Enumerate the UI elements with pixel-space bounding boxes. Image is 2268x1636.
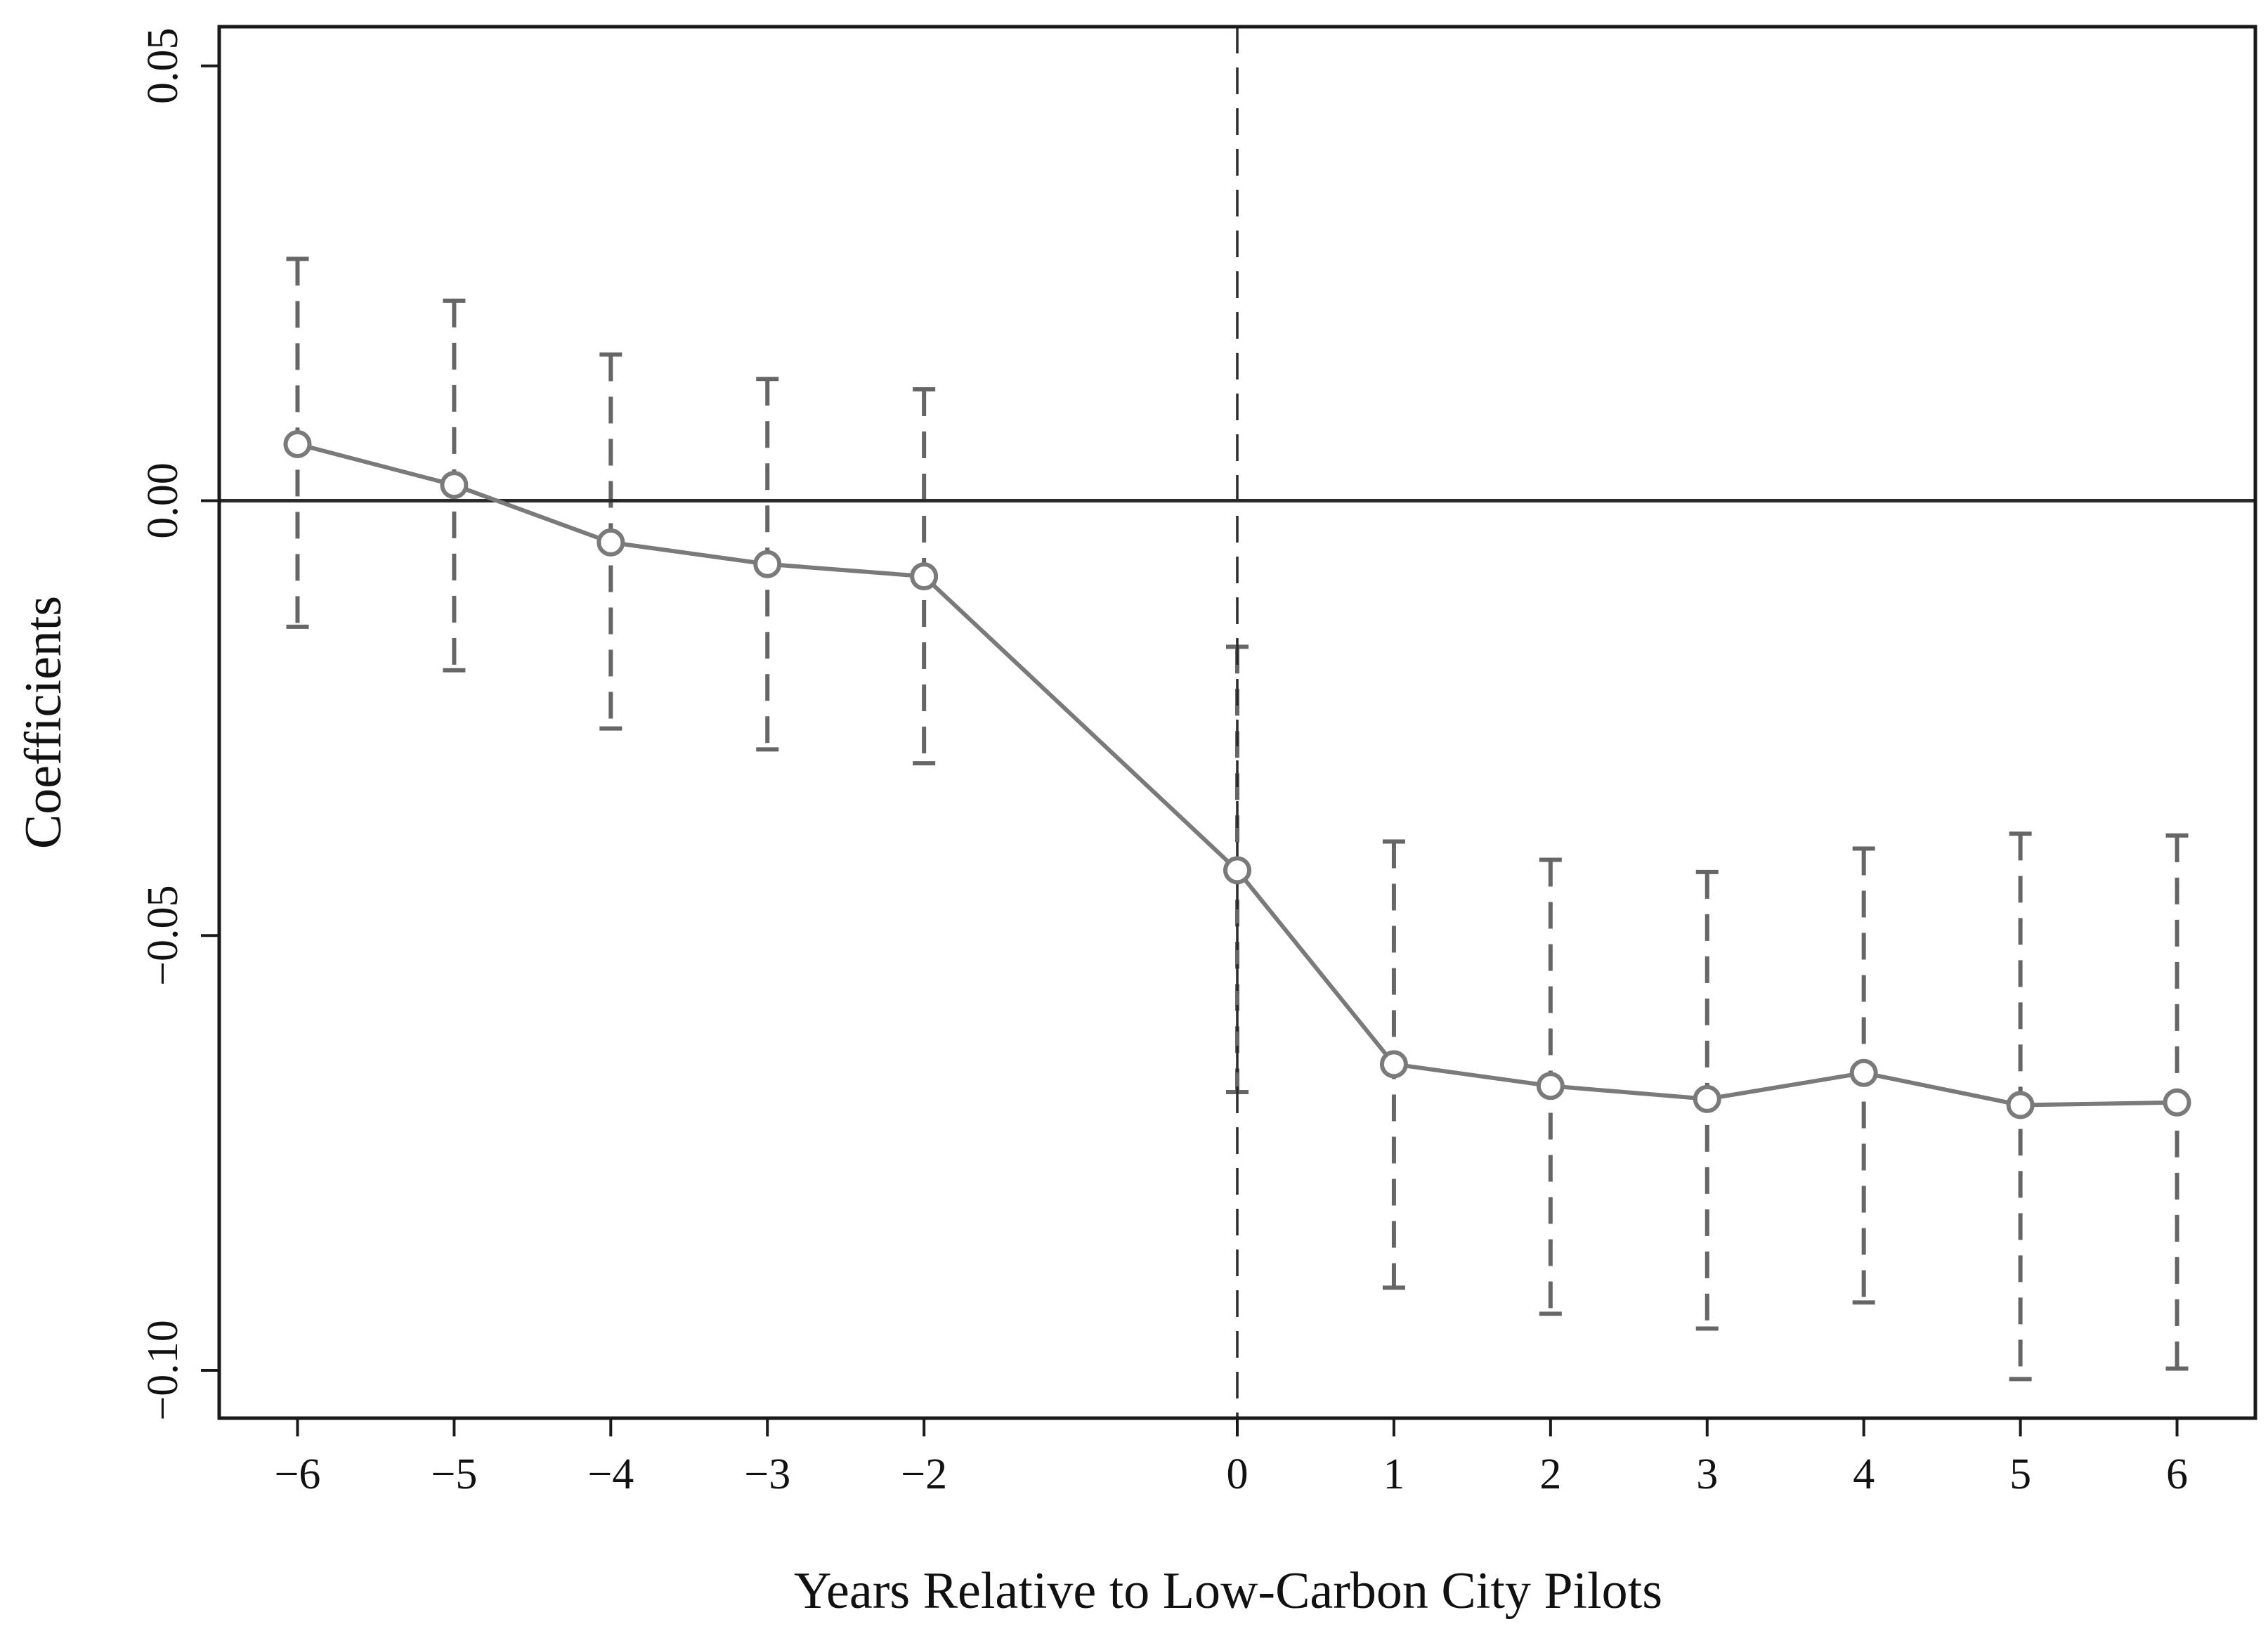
- coefficient-point: [1849, 1058, 1878, 1087]
- axes: −6 −5 −4 −3 −2 0 1 2 3 4 5 6 0.05 0.00 −0.05 −0.10: [139, 27, 2188, 1498]
- coefficient-point: [597, 528, 625, 557]
- coefficient-point: [1693, 1084, 1721, 1113]
- coefficient-line: [296, 442, 2177, 1108]
- coefficient-point: [283, 430, 312, 458]
- y-tick-label: −0.05: [139, 885, 187, 985]
- coefficient-point: [2163, 1088, 2191, 1117]
- coefficient-point: [440, 471, 469, 500]
- x-tick-label: 5: [2009, 1450, 2031, 1498]
- x-tick-label: 2: [1539, 1450, 1561, 1498]
- coefficient-point: [2006, 1091, 2035, 1119]
- coefficient-point: [1223, 856, 1251, 885]
- coefficient-point: [1379, 1050, 1408, 1079]
- reference-lines: [219, 27, 2255, 1418]
- coefficient-point: [753, 550, 782, 578]
- y-axis-title: Coefficients: [15, 596, 72, 849]
- y-tick-label: −0.10: [139, 1320, 187, 1420]
- x-tick-label: 0: [1227, 1450, 1249, 1498]
- y-tick-label: 0.00: [139, 462, 187, 539]
- x-tick-label: 3: [1696, 1450, 1718, 1498]
- coefficient-series: [283, 430, 2191, 1119]
- coefficient-point: [1536, 1072, 1565, 1101]
- x-tick-label: −3: [744, 1450, 790, 1498]
- x-tick-label: −6: [274, 1450, 320, 1498]
- coefficient-point: [910, 562, 939, 591]
- x-tick-label: 4: [1853, 1450, 1875, 1498]
- x-tick-label: 1: [1383, 1450, 1405, 1498]
- x-tick-label: −4: [587, 1450, 634, 1498]
- y-tick-label: 0.05: [139, 27, 187, 104]
- x-tick-label: 6: [2166, 1450, 2188, 1498]
- x-tick-label: −5: [431, 1450, 477, 1498]
- x-axis-title: Years Relative to Low-Carbon City Pilots: [794, 1562, 1662, 1620]
- x-tick-label: −2: [901, 1450, 947, 1498]
